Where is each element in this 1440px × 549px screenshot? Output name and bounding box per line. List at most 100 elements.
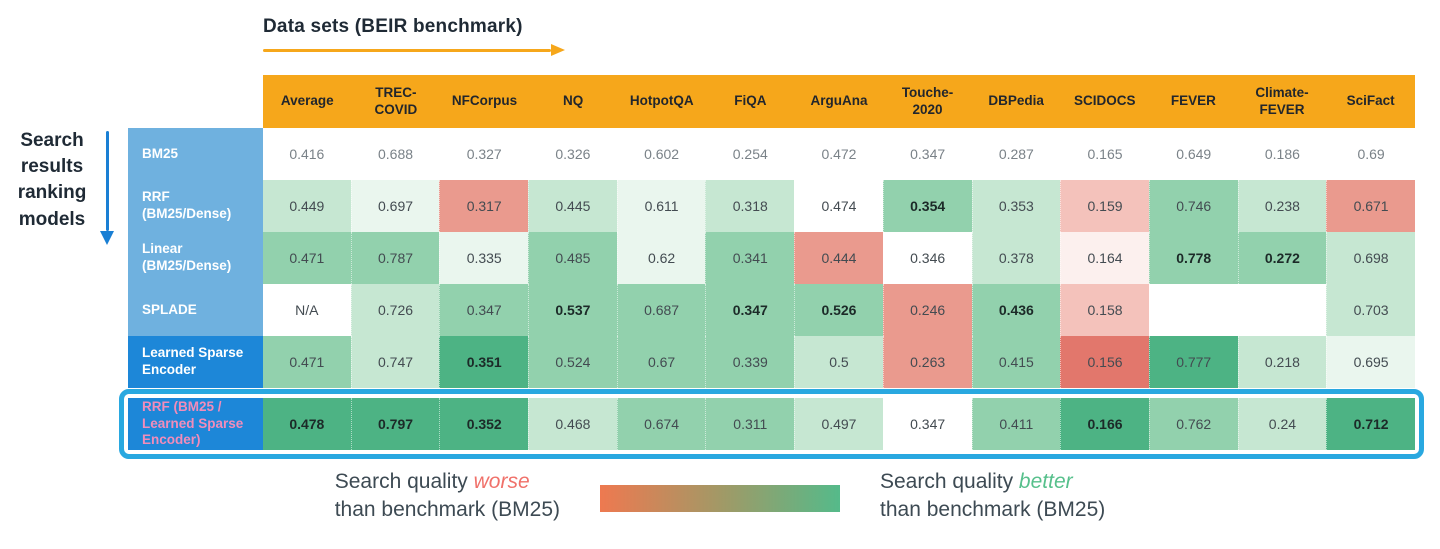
column-header-fever: FEVER <box>1149 75 1238 128</box>
heatmap-cell: 0.524 <box>528 336 617 388</box>
heatmap-cell: 0.611 <box>616 180 706 232</box>
heatmap-cell: 0.347 <box>705 284 795 336</box>
heatmap-cell: 0.497 <box>794 398 883 450</box>
heatmap-cell: 0.287 <box>971 128 1061 180</box>
heatmap-cell: 0.445 <box>528 180 617 232</box>
heatmap-cell: 0.746 <box>1148 180 1238 232</box>
heatmap-table: Average TREC- COVID NFCorpus NQ HotpotQA FiQA… <box>128 75 1415 450</box>
heatmap-cell: 0.352 <box>439 398 529 450</box>
heatmap-cell: 0.688 <box>350 128 440 180</box>
heatmap-cell: 0.272 <box>1237 232 1327 284</box>
heatmap-cell: 0.158 <box>1060 284 1149 336</box>
heatmap-cell: 0.353 <box>971 180 1061 232</box>
legend-worse-word: worse <box>473 470 530 493</box>
legend-worse-prefix: Search quality <box>334 470 474 493</box>
legend-gradient-bar <box>600 485 840 512</box>
heatmap-cell: 0.674 <box>616 398 706 450</box>
heatmap-cell: 0.24 <box>1237 398 1327 450</box>
column-header-dbpedia: DBPedia <box>971 75 1061 128</box>
heatmap-cell: 0.762 <box>1148 398 1238 450</box>
heatmap-cell: 0.67 <box>616 336 706 388</box>
heatmap-cell: 0.351 <box>439 336 529 388</box>
heatmap-cell: 0.346 <box>882 232 972 284</box>
heatmap-cell: 0.69 <box>1326 128 1415 180</box>
row-spacer <box>128 388 1415 398</box>
heatmap-cell: 0.526 <box>794 284 883 336</box>
heatmap-cell: 0.436 <box>971 284 1061 336</box>
heatmap-cell: 0.471 <box>263 232 351 284</box>
heatmap-cell: 0.238 <box>1237 180 1327 232</box>
heatmap-cell: 0.164 <box>1060 232 1149 284</box>
heatmap-cell: 0.777 <box>1148 336 1238 388</box>
heatmap-cell: 0.347 <box>882 128 972 180</box>
heatmap-cell: 0.326 <box>528 128 617 180</box>
heatmap-cell: 0.411 <box>971 398 1061 450</box>
legend-worse-label: Search quality worse than benchmark (BM2… <box>335 468 560 524</box>
heatmap-cell: 0.218 <box>1237 336 1327 388</box>
column-header-trec-covid: TREC- COVID <box>351 75 441 128</box>
heatmap-cell: 0.335 <box>439 232 529 284</box>
column-header-arguana: ArguAna <box>794 75 884 128</box>
table-row: RRF (BM25/Dense) 0.449 0.697 0.317 0.445 0.61… <box>128 180 1415 232</box>
heatmap-cell: 0.697 <box>350 180 440 232</box>
heatmap-cell <box>1148 284 1238 336</box>
column-header-scidocs: SCIDOCS <box>1060 75 1150 128</box>
column-header-touche-2020: Touche- 2020 <box>883 75 972 128</box>
heatmap-cell: 0.415 <box>971 336 1061 388</box>
arrow-shaft <box>263 49 551 52</box>
heatmap-cell: 0.726 <box>350 284 440 336</box>
heatmap-cell: 0.797 <box>350 398 440 450</box>
heatmap-cell: 0.712 <box>1326 398 1415 450</box>
heatmap-cell: 0.698 <box>1326 232 1415 284</box>
table-row: Learned Sparse Encoder 0.471 0.747 0.351 0.5… <box>128 336 1415 388</box>
heatmap-cell: 0.468 <box>528 398 617 450</box>
row-label-bm25: BM25 <box>128 128 263 180</box>
heatmap-cell: 0.165 <box>1060 128 1149 180</box>
heatmap-cell: 0.159 <box>1060 180 1149 232</box>
heatmap-cell: 0.318 <box>705 180 795 232</box>
legend-better-prefix: Search quality <box>880 470 1019 493</box>
column-header-nfcorpus: NFCorpus <box>440 75 529 128</box>
column-header-fiqa: FiQA <box>706 75 795 128</box>
heatmap-cell: 0.444 <box>794 232 883 284</box>
heatmap-cell: 0.347 <box>882 398 972 450</box>
heatmap-cell: 0.339 <box>705 336 795 388</box>
row-label-rrf-bm25-dense: RRF (BM25/Dense) <box>128 180 263 232</box>
models-direction-arrow-icon <box>100 131 114 245</box>
heatmap-cell: 0.347 <box>439 284 529 336</box>
heatmap-cell: 0.602 <box>616 128 706 180</box>
heatmap-cell: 0.747 <box>350 336 440 388</box>
heatmap-cell: 0.687 <box>616 284 706 336</box>
heatmap-cell: 0.246 <box>882 284 972 336</box>
row-label-rrf-bm25-learned-sparse-encoder: RRF (BM25 / Learned Sparse Encoder) <box>128 398 263 450</box>
heatmap-cell: 0.263 <box>882 336 972 388</box>
legend-better-label: Search quality better than benchmark (BM… <box>880 468 1105 524</box>
heatmap-cell: 0.537 <box>528 284 617 336</box>
column-header-average: Average <box>263 75 352 128</box>
table-row: BM25 0.416 0.688 0.327 0.326 0.602 0.254 0.472 0… <box>128 128 1415 180</box>
row-label-learned-sparse-encoder: Learned Sparse Encoder <box>128 336 263 388</box>
heatmap-cell: 0.327 <box>439 128 529 180</box>
heatmap-cell: 0.156 <box>1060 336 1149 388</box>
heatmap-cell: 0.485 <box>528 232 617 284</box>
models-axis-title: Search results ranking models <box>17 130 87 230</box>
arrow-shaft <box>105 131 109 231</box>
column-header-row: Average TREC- COVID NFCorpus NQ HotpotQA FiQA… <box>128 75 1415 128</box>
datasets-axis-title: Data sets (BEIR benchmark) <box>263 16 523 37</box>
column-header-hotpotqa: HotpotQA <box>617 75 707 128</box>
table-row: Linear (BM25/Dense) 0.471 0.787 0.335 0.485 0… <box>128 232 1415 284</box>
heatmap-cell: 0.649 <box>1148 128 1238 180</box>
legend-worse-line2: than benchmark (BM25) <box>334 497 560 521</box>
heatmap-cell: 0.341 <box>705 232 795 284</box>
heatmap-cell: 0.5 <box>794 336 883 388</box>
heatmap-cell: 0.478 <box>263 398 351 450</box>
heatmap-cell: 0.354 <box>882 180 972 232</box>
heatmap-cell: 0.186 <box>1237 128 1327 180</box>
table-row: SPLADE N/A 0.726 0.347 0.537 0.687 0.347 0.526 0… <box>128 284 1415 336</box>
heatmap-cell: 0.671 <box>1326 180 1415 232</box>
heatmap-cell: 0.695 <box>1326 336 1415 388</box>
heatmap-cell: 0.311 <box>705 398 795 450</box>
legend-better-word: better <box>1018 470 1073 493</box>
legend-better-line2: than benchmark (BM25) <box>880 497 1106 521</box>
